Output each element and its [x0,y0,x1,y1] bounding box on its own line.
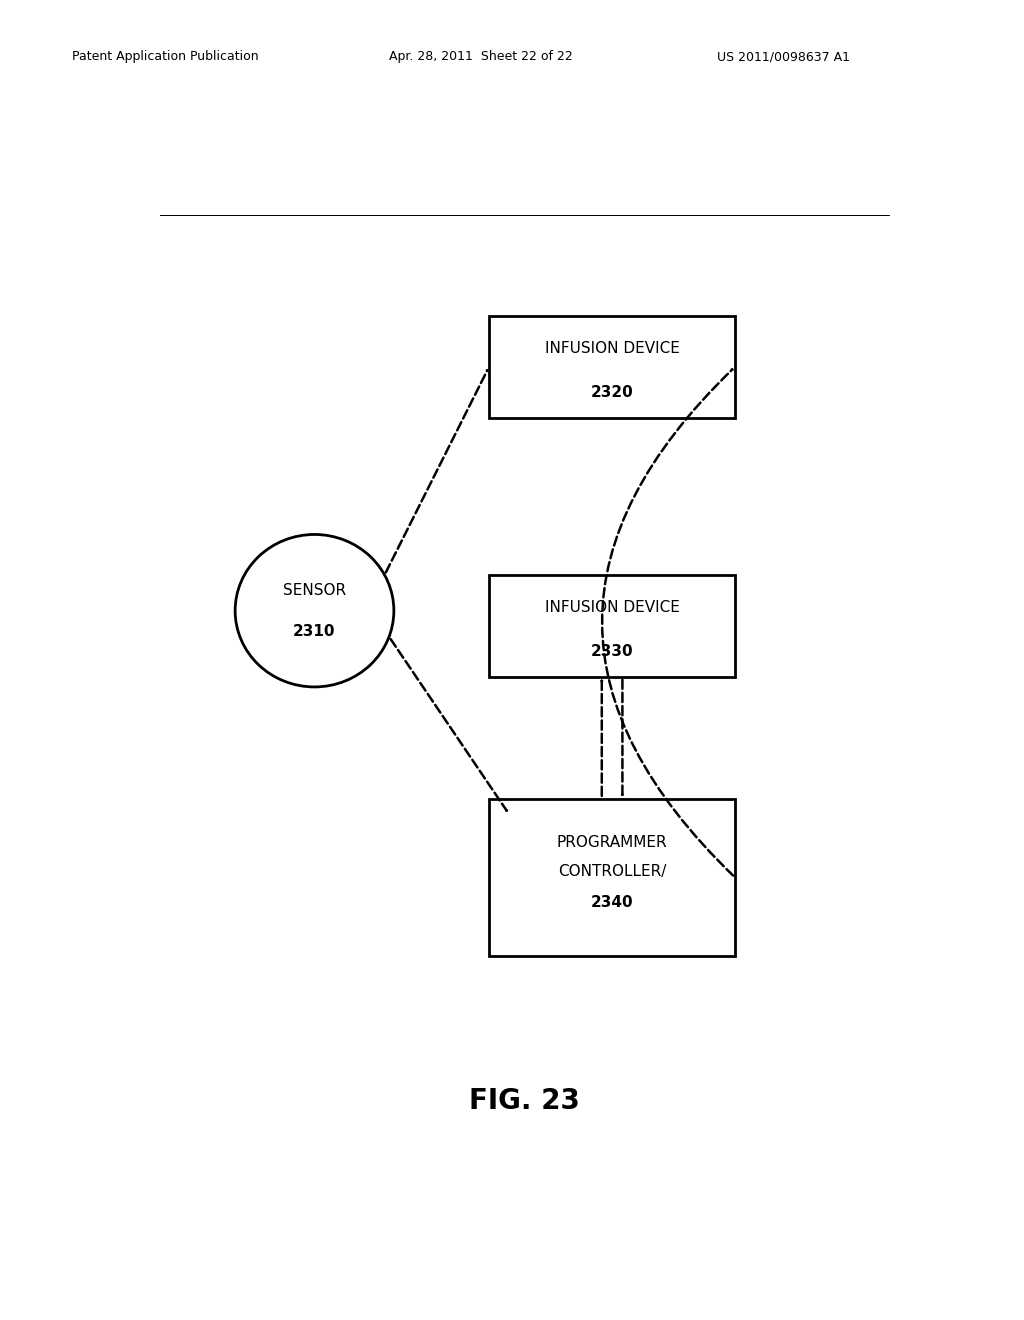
Text: INFUSION DEVICE: INFUSION DEVICE [545,601,680,615]
Ellipse shape [236,535,394,686]
Text: 2330: 2330 [591,644,634,659]
Text: 2310: 2310 [293,623,336,639]
Text: CONTROLLER/: CONTROLLER/ [558,863,667,879]
Text: INFUSION DEVICE: INFUSION DEVICE [545,341,680,356]
Text: Apr. 28, 2011  Sheet 22 of 22: Apr. 28, 2011 Sheet 22 of 22 [389,50,572,63]
FancyArrowPatch shape [602,370,733,875]
Bar [489,315,735,417]
Text: FIG. 23: FIG. 23 [469,1086,581,1114]
Bar [489,576,735,677]
FancyArrowPatch shape [390,639,507,810]
Text: US 2011/0098637 A1: US 2011/0098637 A1 [717,50,850,63]
Bar [489,799,735,956]
Text: 2320: 2320 [591,384,634,400]
Text: PROGRAMMER: PROGRAMMER [557,836,668,850]
Text: SENSOR: SENSOR [283,583,346,598]
FancyArrowPatch shape [386,370,487,573]
Text: Patent Application Publication: Patent Application Publication [72,50,258,63]
Text: 2340: 2340 [591,895,634,911]
